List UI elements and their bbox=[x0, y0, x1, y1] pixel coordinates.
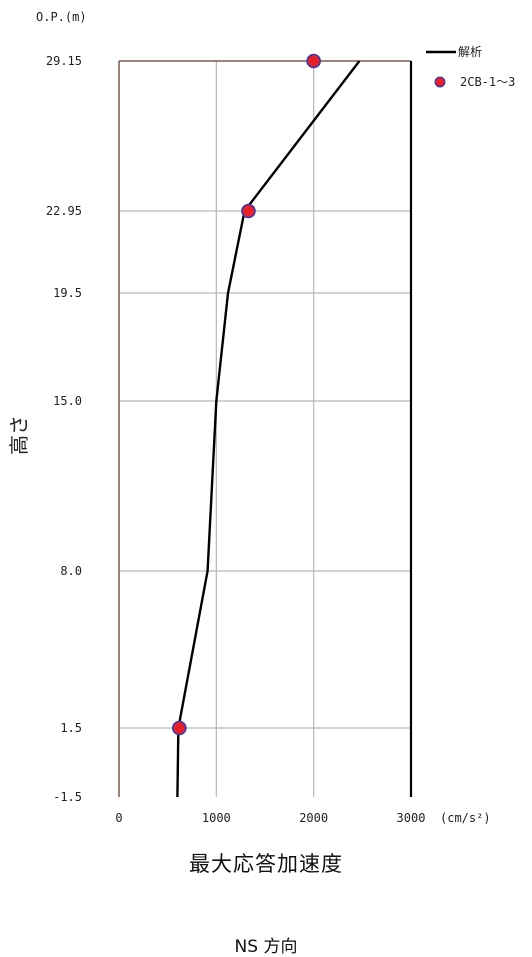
legend-swatch-marker bbox=[434, 76, 446, 88]
y-tick-label-5: 1.5 bbox=[60, 721, 82, 735]
x-tick-label-0: 0 bbox=[115, 811, 122, 825]
data-point-1 bbox=[241, 203, 256, 219]
plot-frame bbox=[118, 60, 413, 797]
x-axis-title: 最大応答加速度 bbox=[189, 852, 343, 876]
y-tick-labels: 29.15 22.95 19.5 15.0 8.0 1.5 -1.5 bbox=[46, 54, 82, 804]
x-tick-labels: 0 1000 2000 3000 bbox=[115, 811, 425, 825]
y-tick-label-2: 19.5 bbox=[53, 286, 82, 300]
y-tick-label-0: 29.15 bbox=[46, 54, 82, 68]
x-unit-label: (cm/s²) bbox=[440, 811, 491, 825]
legend-label-1: 2CB-1～3 bbox=[460, 75, 515, 89]
x-tick-label-2: 2000 bbox=[299, 811, 328, 825]
legend-label-0: 解析 bbox=[458, 45, 482, 59]
data-point-2 bbox=[172, 720, 187, 736]
grid bbox=[119, 61, 411, 797]
y-unit-label: O.P.(m) bbox=[36, 10, 87, 24]
data-point-0 bbox=[306, 53, 321, 69]
y-tick-label-1: 22.95 bbox=[46, 204, 82, 218]
y-tick-label-6: -1.5 bbox=[53, 790, 82, 804]
legend: 解析 2CB-1～3 bbox=[426, 45, 515, 89]
x-tick-label-3: 3000 bbox=[397, 811, 426, 825]
y-axis-title: 高さ bbox=[7, 415, 31, 455]
x-tick-label-1: 1000 bbox=[202, 811, 231, 825]
y-tick-label-3: 15.0 bbox=[53, 394, 82, 408]
series-layer bbox=[172, 53, 361, 798]
direction-label: NS 方向 bbox=[234, 937, 298, 957]
y-tick-label-4: 8.0 bbox=[60, 564, 82, 578]
series-line-0 bbox=[176, 60, 361, 798]
